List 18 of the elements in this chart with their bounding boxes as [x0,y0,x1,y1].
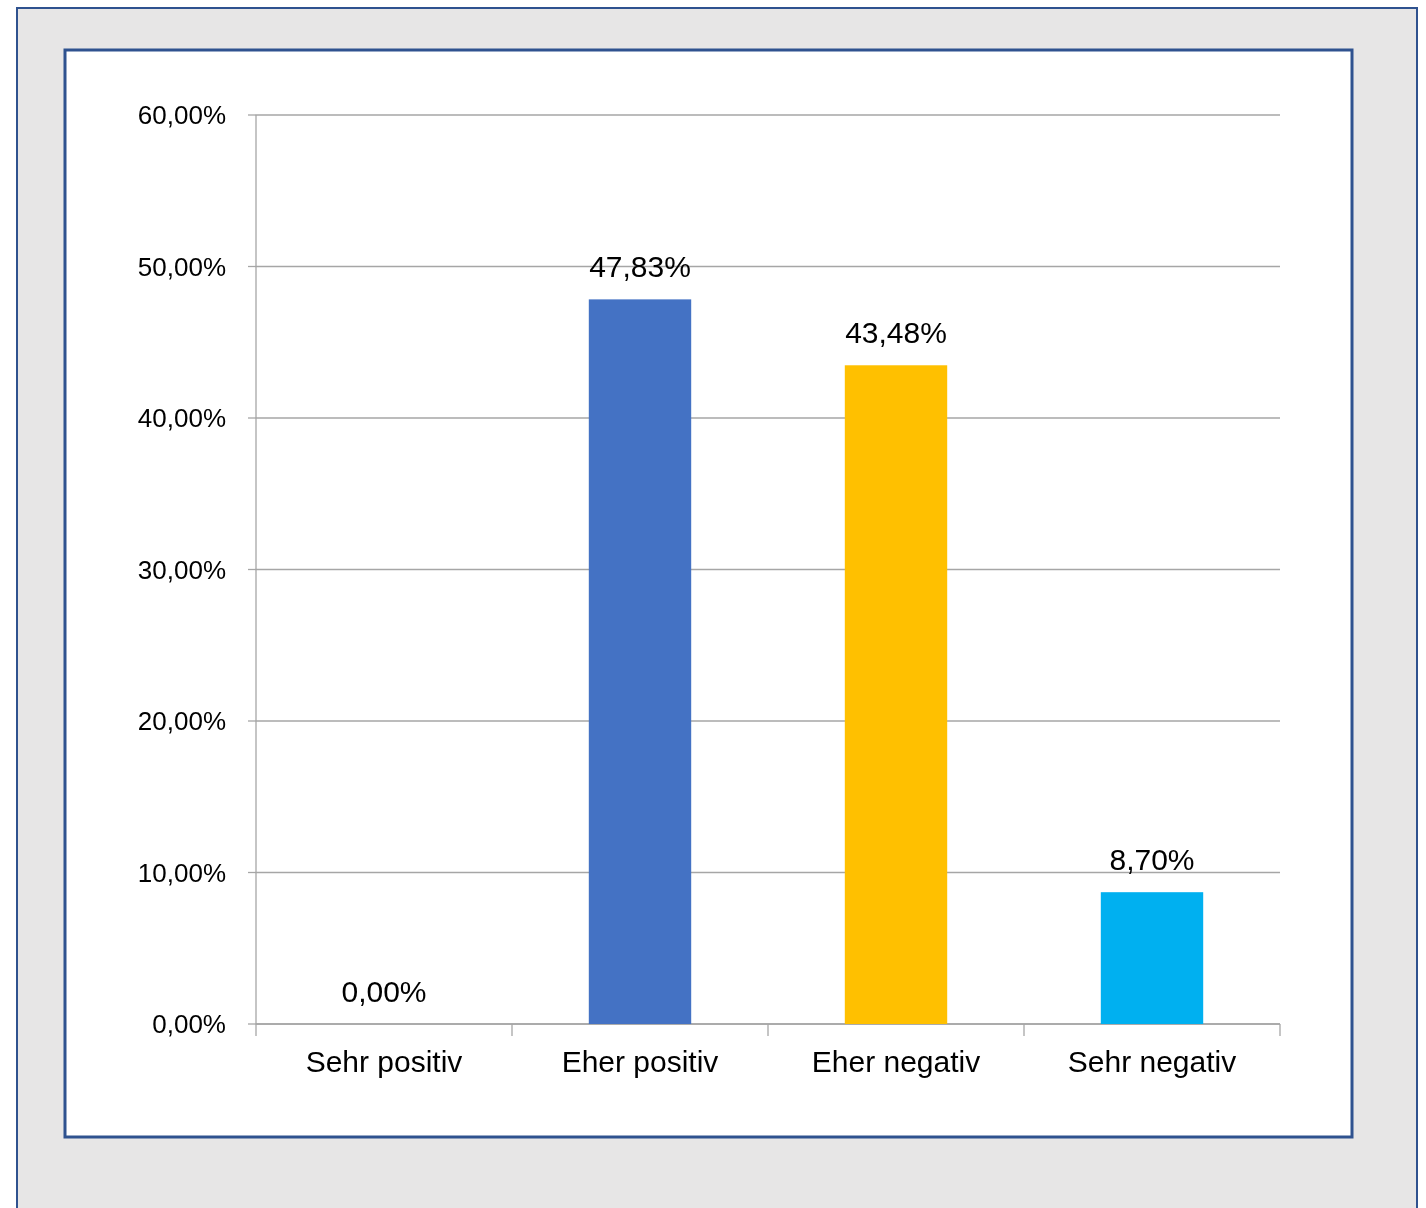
x-tick-label: Eher positiv [561,1045,719,1078]
x-tick-label: Sehr positiv [305,1045,463,1078]
y-tick-label: 20,00% [137,706,226,736]
y-tick-label: 0,00% [152,1009,226,1039]
x-tick-label: Sehr negativ [1067,1045,1237,1078]
y-tick-label: 60,00% [137,100,226,130]
x-tick-label: Eher negativ [811,1045,981,1078]
y-tick-label: 50,00% [137,251,226,282]
y-tick-label: 40,00% [137,403,226,433]
bar [844,365,948,1024]
data-label: 0,00% [341,975,427,1008]
y-tick-label: 30,00% [137,554,226,585]
data-label: 47,83% [589,250,691,284]
y-tick-label: 10,00% [137,857,226,888]
bar [588,299,692,1024]
data-label: 43,48% [845,316,947,350]
bar [1100,892,1204,1024]
data-label: 8,70% [1109,843,1195,877]
